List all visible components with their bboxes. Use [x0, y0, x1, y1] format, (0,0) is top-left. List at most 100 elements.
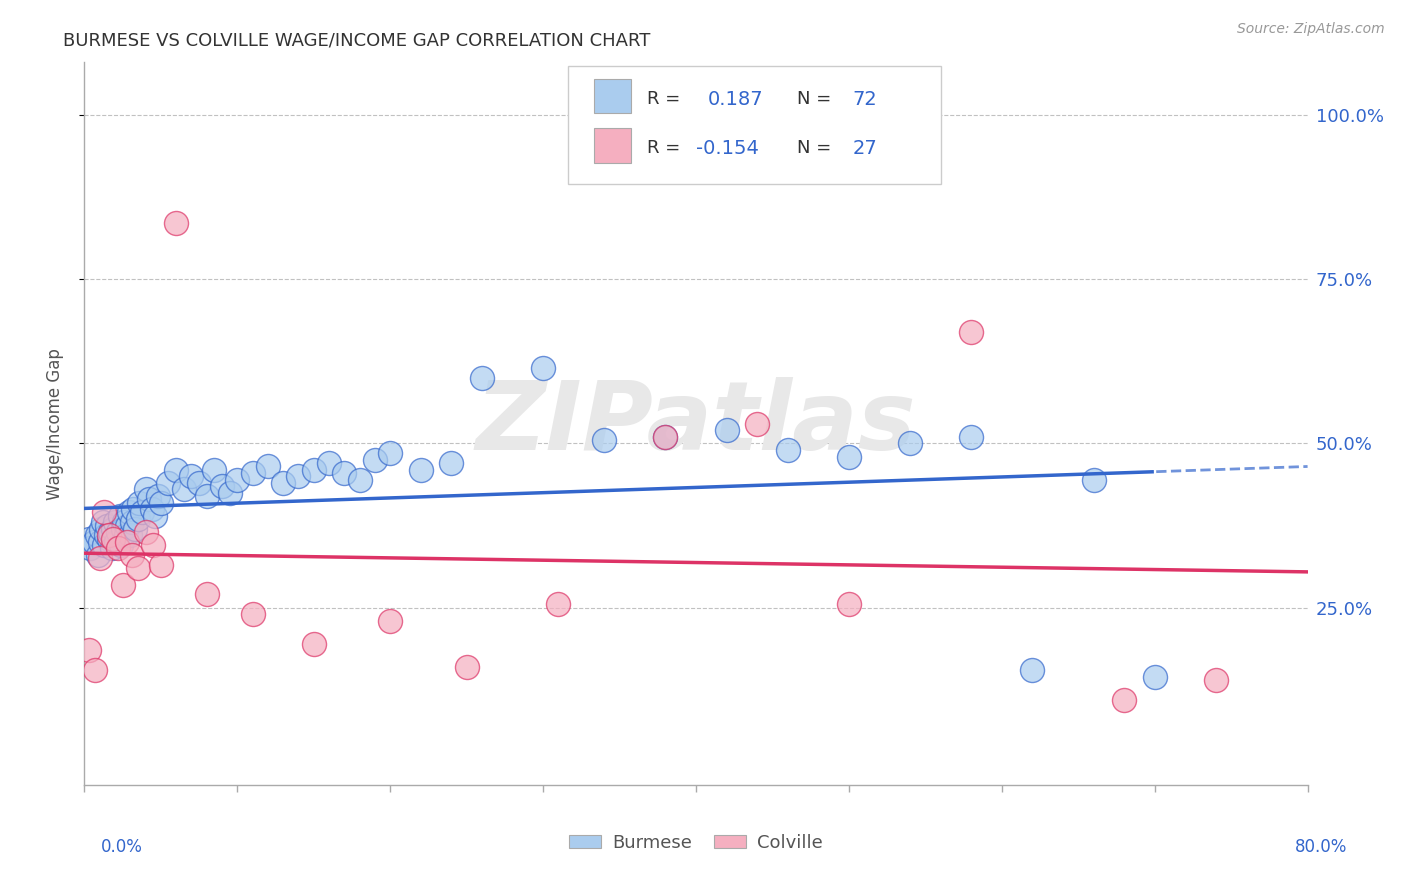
Point	[89, 535, 111, 549]
Point	[101, 541, 124, 556]
Point	[84, 663, 107, 677]
Point	[349, 473, 371, 487]
Point	[211, 479, 233, 493]
Point	[380, 614, 402, 628]
Point	[242, 466, 264, 480]
Point	[547, 598, 569, 612]
Point	[380, 446, 402, 460]
Point	[121, 515, 143, 529]
Point	[960, 430, 983, 444]
Point	[127, 512, 149, 526]
Point	[77, 532, 100, 546]
FancyBboxPatch shape	[568, 66, 941, 184]
Y-axis label: Wage/Income Gap: Wage/Income Gap	[45, 348, 63, 500]
Point	[1143, 669, 1166, 683]
Point	[114, 528, 136, 542]
Point	[1114, 692, 1136, 706]
Point	[654, 430, 676, 444]
Point	[456, 659, 478, 673]
Point	[242, 607, 264, 622]
Point	[111, 577, 134, 591]
Point	[440, 456, 463, 470]
Legend: Burmese, Colville: Burmese, Colville	[562, 827, 830, 859]
Point	[1021, 663, 1043, 677]
Text: Source: ZipAtlas.com: Source: ZipAtlas.com	[1237, 22, 1385, 37]
Point	[128, 495, 150, 509]
Point	[202, 463, 225, 477]
Text: 0.0%: 0.0%	[101, 838, 143, 856]
Point	[776, 442, 799, 457]
Point	[960, 325, 983, 339]
Point	[898, 436, 921, 450]
Point	[111, 522, 134, 536]
Point	[747, 417, 769, 431]
Point	[838, 598, 860, 612]
Point	[226, 473, 249, 487]
Text: ZIPatlas: ZIPatlas	[475, 377, 917, 470]
Point	[98, 524, 121, 539]
Point	[149, 558, 172, 572]
Point	[91, 515, 114, 529]
Point	[135, 483, 157, 497]
Point	[1083, 473, 1105, 487]
Point	[97, 528, 120, 542]
Point	[93, 538, 115, 552]
Point	[135, 524, 157, 539]
Point	[146, 489, 169, 503]
Point	[104, 515, 127, 529]
Point	[115, 518, 138, 533]
FancyBboxPatch shape	[595, 78, 631, 113]
Point	[97, 532, 120, 546]
Point	[838, 450, 860, 464]
Point	[118, 505, 141, 519]
Point	[121, 548, 143, 562]
Text: 80.0%: 80.0%	[1295, 838, 1347, 856]
Text: 0.187: 0.187	[709, 89, 763, 109]
Text: 27: 27	[852, 139, 877, 158]
Point	[188, 475, 211, 490]
Point	[96, 518, 118, 533]
Point	[90, 522, 112, 536]
Point	[83, 535, 105, 549]
FancyBboxPatch shape	[595, 128, 631, 162]
Point	[93, 505, 115, 519]
Point	[122, 502, 145, 516]
Point	[124, 522, 146, 536]
Point	[333, 466, 356, 480]
Point	[138, 492, 160, 507]
Point	[165, 463, 187, 477]
Point	[302, 463, 325, 477]
Point	[112, 515, 135, 529]
Text: -0.154: -0.154	[696, 139, 759, 158]
Point	[271, 475, 294, 490]
Point	[108, 508, 131, 523]
Point	[364, 453, 387, 467]
Point	[471, 370, 494, 384]
Point	[115, 535, 138, 549]
Point	[142, 538, 165, 552]
Point	[180, 469, 202, 483]
Point	[287, 469, 309, 483]
Point	[107, 524, 129, 539]
Point	[131, 505, 153, 519]
Point	[103, 522, 125, 536]
Point	[103, 532, 125, 546]
Point	[531, 360, 554, 375]
Point	[318, 456, 340, 470]
Point	[195, 587, 218, 601]
Point	[120, 528, 142, 542]
Text: R =: R =	[647, 90, 692, 108]
Point	[302, 637, 325, 651]
Point	[107, 541, 129, 556]
Point	[173, 483, 195, 497]
Point	[716, 423, 738, 437]
Point	[409, 463, 432, 477]
Point	[654, 430, 676, 444]
Point	[77, 643, 100, 657]
Point	[1205, 673, 1227, 687]
Text: N =: N =	[797, 90, 838, 108]
Text: BURMESE VS COLVILLE WAGE/INCOME GAP CORRELATION CHART: BURMESE VS COLVILLE WAGE/INCOME GAP CORR…	[63, 31, 651, 49]
Point	[127, 561, 149, 575]
Point	[143, 508, 166, 523]
Text: 72: 72	[852, 89, 877, 109]
